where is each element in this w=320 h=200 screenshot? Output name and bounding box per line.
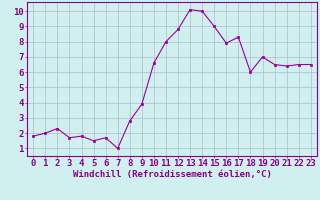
X-axis label: Windchill (Refroidissement éolien,°C): Windchill (Refroidissement éolien,°C)	[73, 170, 271, 179]
